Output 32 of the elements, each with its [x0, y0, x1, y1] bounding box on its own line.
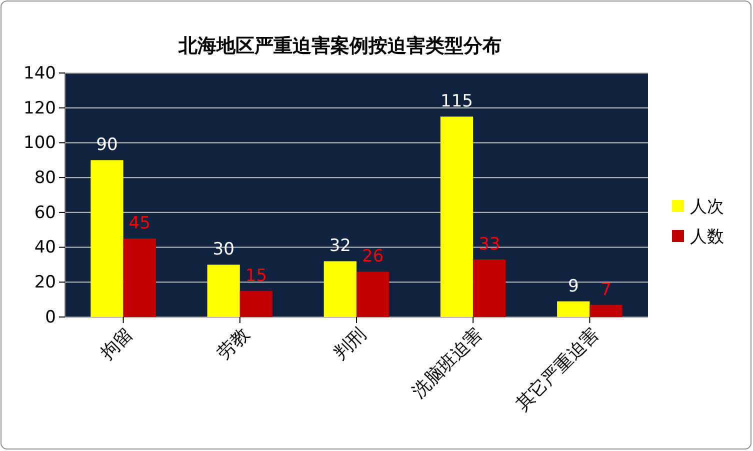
bar — [207, 264, 240, 317]
y-tick-label: 120 — [24, 98, 56, 118]
legend-label: 人次 — [690, 197, 724, 217]
x-tick-label: 判刑 — [330, 324, 370, 364]
data-label: 115 — [440, 92, 474, 112]
legend-label: 人数 — [690, 227, 724, 247]
y-tick-label: 0 — [45, 307, 56, 328]
bar — [356, 272, 390, 317]
bar — [240, 290, 273, 317]
data-label: 15 — [245, 266, 268, 286]
data-label: 26 — [362, 246, 384, 267]
y-tick-label: 60 — [34, 202, 56, 223]
bar — [590, 304, 622, 317]
bar — [473, 259, 506, 317]
y-tick-label: 80 — [34, 168, 56, 188]
x-tick-label: 劳教 — [213, 324, 254, 364]
bar — [557, 301, 590, 317]
y-tick-label: 40 — [34, 238, 56, 258]
y-tick-label: 100 — [24, 133, 56, 154]
y-tick-label: 20 — [34, 272, 56, 293]
chart-title: 北海地区严重迫害案例按迫害类型分布 — [178, 35, 502, 57]
data-label: 7 — [600, 280, 612, 300]
y-tick-label: 140 — [24, 63, 56, 84]
x-tick-label: 拘留 — [96, 324, 138, 364]
bar — [440, 116, 474, 317]
bar — [123, 238, 156, 317]
data-label: 45 — [128, 214, 150, 234]
bar — [90, 160, 124, 317]
x-tick-label: 其它严重迫害 — [512, 324, 604, 416]
bar — [324, 261, 356, 317]
data-label: 9 — [568, 276, 579, 296]
x-tick-label: 洗脑班迫害 — [408, 324, 487, 402]
